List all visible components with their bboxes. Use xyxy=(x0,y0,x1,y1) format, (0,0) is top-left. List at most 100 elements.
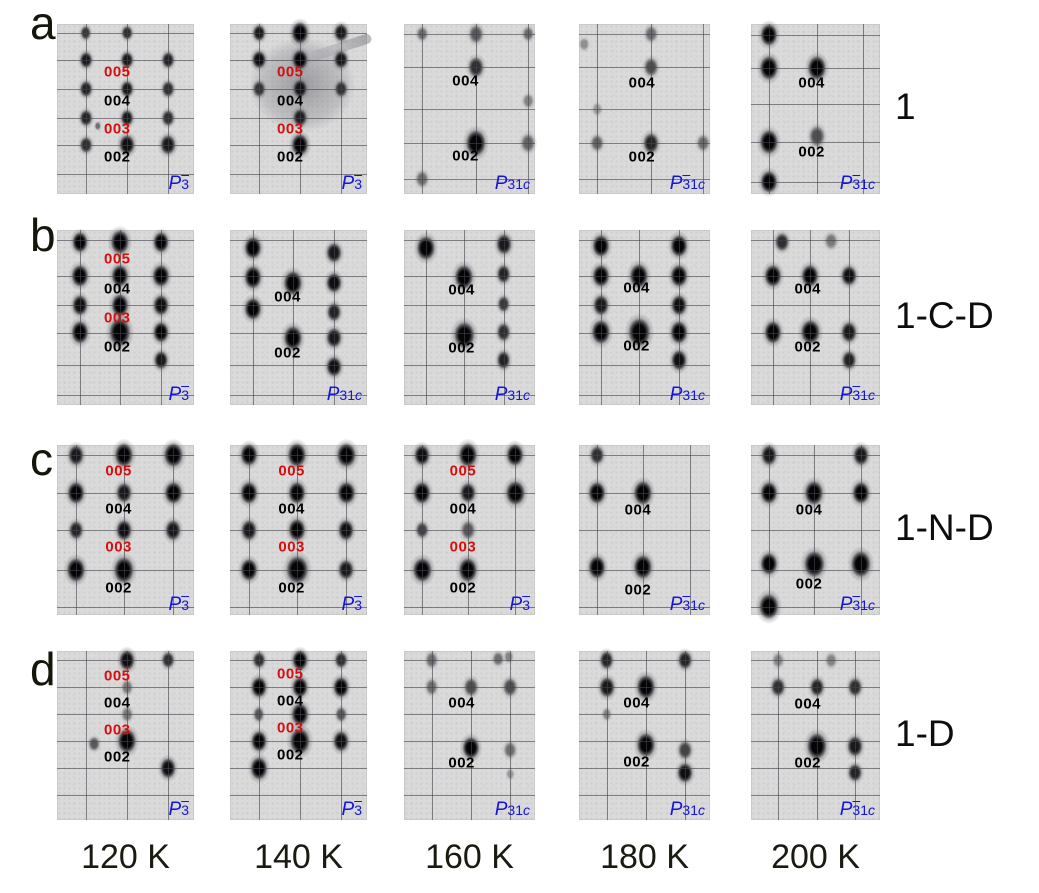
reflection-label-004: 004 xyxy=(274,288,301,306)
diffraction-panel-c-180K: 004 002 P31c xyxy=(579,442,710,615)
grid-line-horizontal xyxy=(751,142,880,144)
grid-line-horizontal xyxy=(751,35,880,37)
grid-line-horizontal xyxy=(404,492,535,494)
grid-line-horizontal xyxy=(751,795,880,797)
space-group-symbol-prefix: P xyxy=(168,173,182,194)
reflection-label-003: 003 xyxy=(277,120,304,138)
grid-line-horizontal xyxy=(230,144,367,146)
reflection-label-004: 004 xyxy=(628,74,656,92)
grid-line-horizontal xyxy=(579,492,710,494)
space-group-label: P3 xyxy=(169,595,189,614)
row-letter-b: b xyxy=(30,209,56,261)
space-group-suffix-char: c xyxy=(868,387,875,403)
space-group-barred-digit: 3 xyxy=(682,176,691,192)
grid-line-horizontal xyxy=(579,364,710,366)
grid-line-horizontal xyxy=(230,741,367,743)
grid-line-horizontal xyxy=(404,275,535,277)
space-group-label: P3 xyxy=(342,800,362,819)
space-group-suffix-char: 1 xyxy=(690,597,698,613)
grid-line-horizontal xyxy=(230,239,367,241)
space-group-barred-digit: 3 xyxy=(181,387,189,403)
grid-line-horizontal xyxy=(404,660,535,662)
grid-line-vertical xyxy=(126,24,128,194)
grid-line-horizontal xyxy=(57,59,194,61)
grid-line-vertical xyxy=(340,651,342,820)
grid-line-horizontal xyxy=(230,275,367,277)
sample-label-1-N-D: 1-N-D xyxy=(895,507,994,548)
space-group-symbol-prefix: P xyxy=(509,594,523,615)
space-group-barred-digit: 3 xyxy=(181,802,189,818)
space-group-symbol-prefix: P xyxy=(341,799,355,820)
reflection-label-004: 004 xyxy=(278,500,305,518)
diffraction-spot xyxy=(502,648,516,666)
space-group-suffix-char: 1 xyxy=(860,387,868,403)
space-group-symbol-prefix: P xyxy=(839,173,853,194)
diffraction-panel-b-180K: 004 002 P31c xyxy=(579,230,710,405)
space-group-barred-digit: 3 xyxy=(852,387,861,403)
reflection-label-004: 004 xyxy=(794,280,822,298)
grid-line-horizontal xyxy=(230,333,367,335)
space-group-suffix-char: c xyxy=(523,387,530,403)
reflection-label-002: 002 xyxy=(628,148,656,166)
reflection-label-005: 005 xyxy=(104,250,131,268)
grid-line-horizontal xyxy=(57,714,194,716)
grid-line-horizontal xyxy=(230,455,367,457)
diffraction-spot xyxy=(93,120,103,132)
temperature-label-200K: 200 K xyxy=(771,838,860,876)
reflection-label-004: 004 xyxy=(452,72,479,90)
grid-line-horizontal xyxy=(751,239,880,241)
grid-line-horizontal xyxy=(230,394,367,396)
space-group-barred-digit: 3 xyxy=(354,597,362,613)
grid-line-horizontal xyxy=(579,275,710,277)
reflection-label-002: 002 xyxy=(104,748,131,766)
grid-line-vertical xyxy=(855,651,857,820)
grid-line-horizontal xyxy=(404,239,535,241)
space-group-label: P31c xyxy=(495,385,530,404)
diffraction-spot xyxy=(772,229,792,255)
grid-line-horizontal xyxy=(57,275,194,277)
row-letter-d: d xyxy=(30,643,56,695)
grid-line-vertical xyxy=(340,24,342,194)
grid-line-horizontal xyxy=(404,455,535,457)
grid-line-vertical xyxy=(816,651,818,820)
space-group-suffix-char: 1 xyxy=(515,802,523,818)
reflection-label-004: 004 xyxy=(794,695,822,713)
space-group-label: P31c xyxy=(670,174,705,193)
space-group-suffix-char: c xyxy=(523,802,530,818)
reflection-label-002: 002 xyxy=(623,337,650,355)
grid-line-horizontal xyxy=(751,333,880,335)
grid-line-horizontal xyxy=(230,492,367,494)
grid-line-horizontal xyxy=(57,117,194,119)
reflection-label-002: 002 xyxy=(277,746,304,764)
reflection-label-004: 004 xyxy=(104,694,131,712)
reflection-label-004: 004 xyxy=(798,74,825,92)
space-group-suffix-char: c xyxy=(868,176,875,192)
grid-line-horizontal xyxy=(57,569,194,571)
reflection-label-003: 003 xyxy=(277,719,304,737)
grid-line-horizontal xyxy=(751,660,880,662)
grid-line-horizontal xyxy=(404,768,535,770)
space-group-label: P31c xyxy=(670,595,705,614)
grid-line-horizontal xyxy=(230,687,367,689)
grid-line-vertical xyxy=(253,230,255,405)
space-group-symbol-prefix: P xyxy=(341,173,355,194)
grid-line-horizontal xyxy=(751,569,880,571)
reflection-label-004: 004 xyxy=(448,281,475,299)
grid-line-horizontal xyxy=(230,606,367,608)
grid-line-horizontal xyxy=(579,333,710,335)
grid-line-horizontal xyxy=(230,714,367,716)
grid-line-horizontal xyxy=(57,364,194,366)
reflection-label-004: 004 xyxy=(104,92,131,109)
grid-line-vertical xyxy=(299,24,301,194)
grid-line-horizontal xyxy=(57,144,194,146)
grid-line-horizontal xyxy=(57,173,194,175)
reflection-label-002: 002 xyxy=(794,338,822,356)
diffraction-panel-c-120K: 005 004 003 002 P3 xyxy=(57,438,194,615)
space-group-barred-digit: 3 xyxy=(522,597,530,613)
grid-line-horizontal xyxy=(404,530,535,531)
diffraction-panel-a-140K: 005 004 003 002 P3 xyxy=(230,17,373,194)
space-group-suffix-char: c xyxy=(868,597,875,613)
space-group-barred-digit: 3 xyxy=(852,802,861,818)
reflection-label-005: 005 xyxy=(105,462,132,480)
grid-line-horizontal xyxy=(751,305,880,307)
